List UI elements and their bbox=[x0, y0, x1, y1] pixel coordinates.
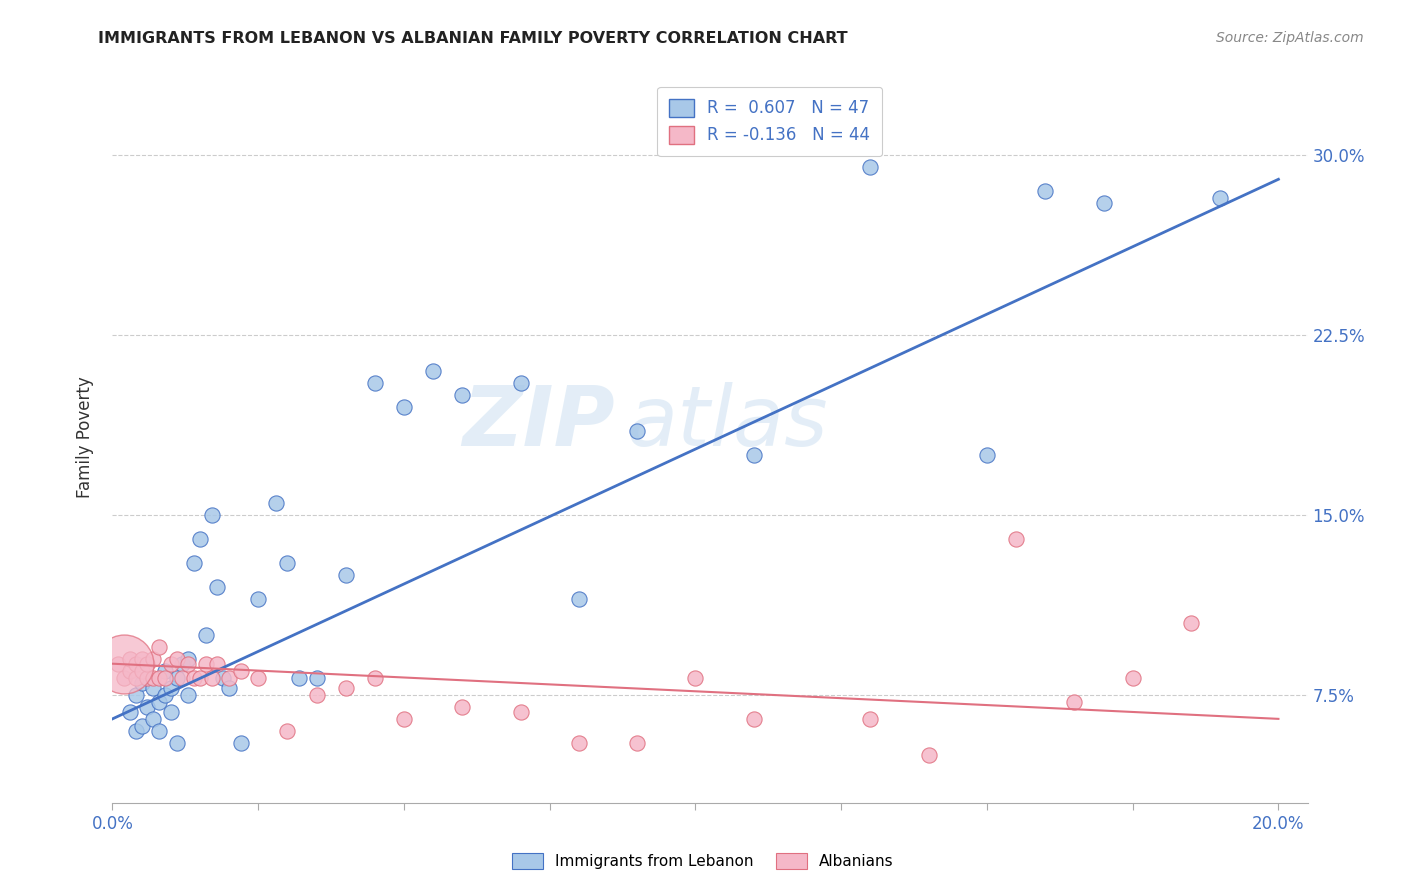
Text: Source: ZipAtlas.com: Source: ZipAtlas.com bbox=[1216, 31, 1364, 45]
Point bbox=[1209, 191, 1232, 205]
Point bbox=[194, 657, 217, 671]
Point bbox=[742, 712, 765, 726]
Point bbox=[118, 664, 141, 678]
Point bbox=[166, 671, 188, 685]
Point bbox=[392, 712, 415, 726]
Point bbox=[392, 400, 415, 414]
Text: IMMIGRANTS FROM LEBANON VS ALBANIAN FAMILY POVERTY CORRELATION CHART: IMMIGRANTS FROM LEBANON VS ALBANIAN FAMI… bbox=[98, 31, 848, 46]
Text: ZIP: ZIP bbox=[461, 382, 614, 463]
Point bbox=[422, 364, 444, 378]
Point bbox=[276, 723, 298, 738]
Point bbox=[288, 671, 311, 685]
Legend: Immigrants from Lebanon, Albanians: Immigrants from Lebanon, Albanians bbox=[506, 847, 900, 875]
Point bbox=[212, 671, 235, 685]
Point bbox=[159, 681, 181, 695]
Point bbox=[335, 681, 357, 695]
Point bbox=[188, 671, 211, 685]
Point bbox=[112, 671, 135, 685]
Point bbox=[200, 508, 222, 522]
Point bbox=[207, 580, 229, 594]
Point bbox=[859, 712, 882, 726]
Point bbox=[264, 496, 287, 510]
Point bbox=[136, 657, 159, 671]
Point bbox=[247, 671, 270, 685]
Point bbox=[1180, 615, 1202, 630]
Point bbox=[1122, 671, 1144, 685]
Point bbox=[976, 448, 998, 462]
Point bbox=[276, 556, 298, 570]
Point bbox=[1005, 532, 1028, 546]
Point bbox=[125, 671, 148, 685]
Point bbox=[1033, 184, 1056, 198]
Point bbox=[125, 723, 148, 738]
Point bbox=[159, 705, 181, 719]
Point bbox=[118, 652, 141, 666]
Point bbox=[568, 736, 591, 750]
Point bbox=[148, 723, 170, 738]
Point bbox=[509, 705, 531, 719]
Point bbox=[148, 695, 170, 709]
Point bbox=[148, 671, 170, 685]
Point bbox=[142, 671, 165, 685]
Point bbox=[685, 671, 707, 685]
Point bbox=[626, 424, 648, 438]
Point bbox=[200, 671, 222, 685]
Point bbox=[153, 688, 176, 702]
Point bbox=[1092, 196, 1115, 211]
Point bbox=[917, 747, 939, 762]
Point bbox=[247, 591, 270, 606]
Point bbox=[131, 676, 153, 690]
Point bbox=[188, 532, 211, 546]
Point bbox=[142, 712, 165, 726]
Point bbox=[131, 652, 153, 666]
Point bbox=[568, 591, 591, 606]
Point bbox=[451, 699, 474, 714]
Point bbox=[131, 664, 153, 678]
Point bbox=[305, 671, 328, 685]
Point bbox=[136, 671, 159, 685]
Point bbox=[153, 664, 176, 678]
Point bbox=[229, 736, 252, 750]
Text: atlas: atlas bbox=[627, 382, 828, 463]
Point bbox=[229, 664, 252, 678]
Point bbox=[148, 640, 170, 654]
Point bbox=[183, 671, 205, 685]
Y-axis label: Family Poverty: Family Poverty bbox=[76, 376, 94, 498]
Point bbox=[194, 628, 217, 642]
Point bbox=[305, 688, 328, 702]
Point bbox=[125, 688, 148, 702]
Point bbox=[451, 388, 474, 402]
Point bbox=[112, 657, 135, 671]
Point bbox=[166, 736, 188, 750]
Point bbox=[335, 568, 357, 582]
Point bbox=[172, 671, 194, 685]
Point bbox=[142, 681, 165, 695]
Legend: R =  0.607   N = 47, R = -0.136   N = 44: R = 0.607 N = 47, R = -0.136 N = 44 bbox=[658, 87, 882, 156]
Point bbox=[177, 657, 200, 671]
Point bbox=[626, 736, 648, 750]
Point bbox=[859, 161, 882, 175]
Point bbox=[207, 657, 229, 671]
Point bbox=[159, 657, 181, 671]
Point bbox=[107, 657, 129, 671]
Point bbox=[183, 556, 205, 570]
Point bbox=[509, 376, 531, 391]
Point bbox=[131, 719, 153, 733]
Point bbox=[125, 657, 148, 671]
Point bbox=[218, 681, 240, 695]
Point bbox=[166, 652, 188, 666]
Point bbox=[218, 671, 240, 685]
Point bbox=[364, 376, 387, 391]
Point bbox=[742, 448, 765, 462]
Point bbox=[136, 671, 159, 685]
Point bbox=[153, 671, 176, 685]
Point bbox=[177, 688, 200, 702]
Point bbox=[136, 699, 159, 714]
Point bbox=[118, 705, 141, 719]
Point bbox=[142, 652, 165, 666]
Point bbox=[364, 671, 387, 685]
Point bbox=[1063, 695, 1085, 709]
Point bbox=[177, 652, 200, 666]
Point bbox=[172, 657, 194, 671]
